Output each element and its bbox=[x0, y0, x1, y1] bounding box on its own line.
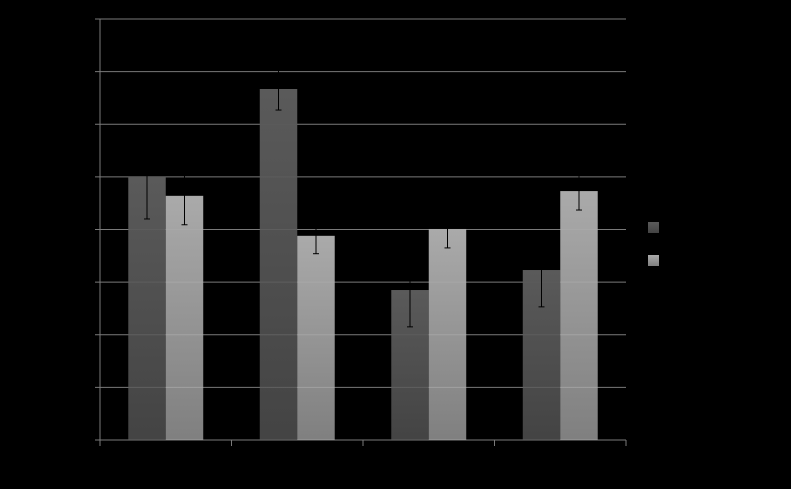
bar bbox=[560, 191, 598, 440]
bar bbox=[259, 88, 298, 441]
bar bbox=[165, 195, 204, 440]
bar bbox=[297, 235, 335, 440]
legend-swatch bbox=[648, 255, 659, 266]
bar bbox=[128, 176, 166, 440]
legend-swatch bbox=[648, 222, 659, 233]
bar bbox=[428, 228, 467, 440]
